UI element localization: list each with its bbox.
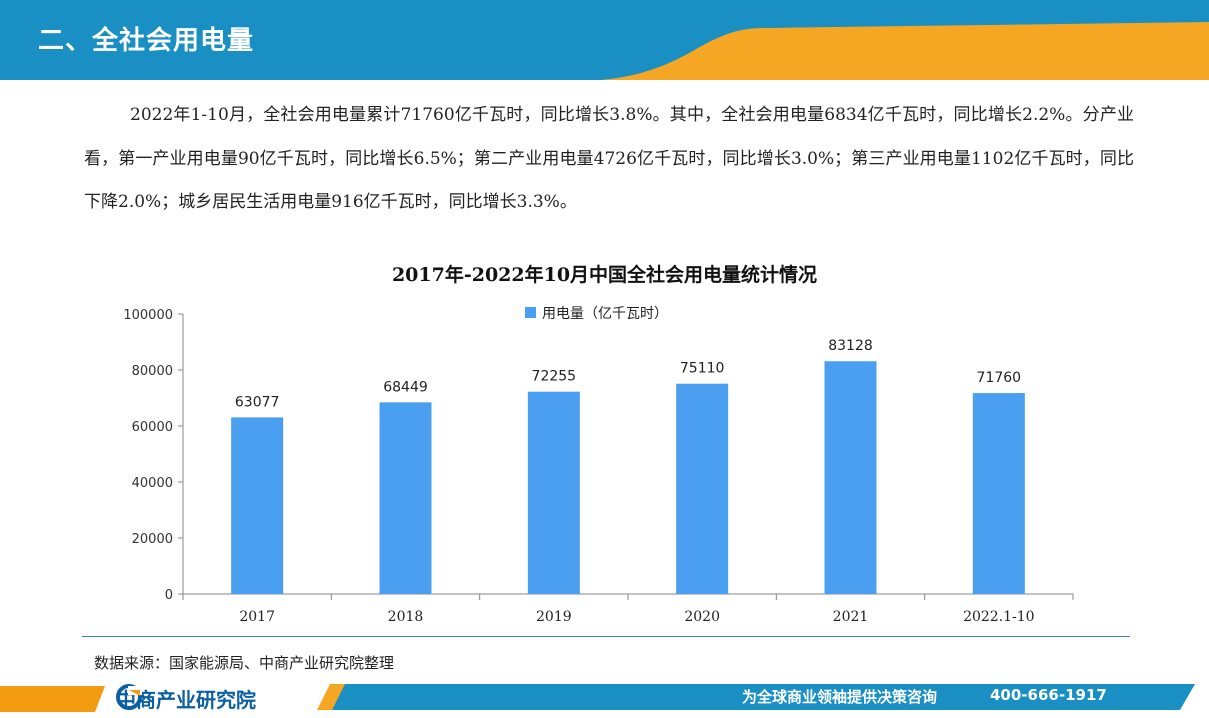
data-source: 数据来源：国家能源局、中商产业研究院整理 [94, 654, 395, 672]
bar [676, 383, 729, 594]
y-tick-label: 80000 [132, 364, 173, 379]
x-tick-label: 2021 [833, 609, 869, 625]
chart-legend: 用电量（亿千瓦时） [525, 306, 668, 322]
y-tick-label: 100000 [123, 308, 173, 323]
y-tick-label: 0 [165, 588, 173, 603]
x-tick-label: 2022.1-10 [963, 609, 1035, 625]
y-axis: 100000 80000 60000 40000 20000 0 [123, 308, 184, 603]
bar-value-label: 72255 [532, 369, 577, 385]
source-divider [82, 636, 1130, 637]
footer-slogan: 为全球商业领袖提供决策咨询 [742, 688, 938, 706]
company-logo-icon [116, 684, 142, 710]
bar [824, 361, 877, 594]
bar [972, 393, 1025, 594]
legend-label: 用电量（亿千瓦时） [542, 306, 668, 322]
bar [231, 417, 284, 594]
bar-value-label: 68449 [383, 379, 428, 395]
footer-logo: 中商产业研究院 [116, 684, 256, 713]
x-tick-label: 2020 [684, 609, 720, 625]
legend-swatch [525, 307, 536, 318]
intro-paragraph: 2022年1-10月，全社会用电量累计71760亿千瓦时，同比增长3.8%。其中… [84, 105, 1134, 212]
bar-value-label: 63077 [235, 394, 280, 410]
bar [527, 391, 580, 594]
x-tick-label: 2019 [536, 609, 572, 625]
footer-banner: 中商产业研究院 为全球商业领袖提供决策咨询 400-666-1917 [0, 680, 1209, 718]
x-tick-label: 2017 [239, 609, 275, 625]
header-background [0, 0, 1209, 80]
bar-value-label: 83128 [828, 338, 873, 354]
bar-series [231, 361, 1025, 594]
x-tick-label: 2018 [388, 609, 424, 625]
page-title: 二、全社会用电量 [38, 26, 255, 56]
y-tick-label: 40000 [132, 476, 173, 491]
y-tick-label: 20000 [132, 532, 173, 547]
x-axis: 2017 2018 2019 2020 2021 2022.1-10 [182, 593, 1074, 625]
footer-phone: 400-666-1917 [990, 686, 1107, 704]
bar [379, 402, 432, 594]
bar-value-label: 75110 [680, 361, 725, 377]
header-banner: 二、全社会用电量 [0, 0, 1209, 80]
data-labels: 63077 68449 72255 75110 83128 71760 [235, 338, 1021, 410]
chart-title: 2017年-2022年10月中国全社会用电量统计情况 [391, 264, 818, 286]
bar-value-label: 71760 [977, 370, 1022, 386]
y-tick-label: 60000 [132, 420, 173, 435]
bar-chart: 100000 80000 60000 40000 20000 0 2017 2018 2019… [123, 306, 1074, 625]
footer-background [0, 684, 1209, 718]
